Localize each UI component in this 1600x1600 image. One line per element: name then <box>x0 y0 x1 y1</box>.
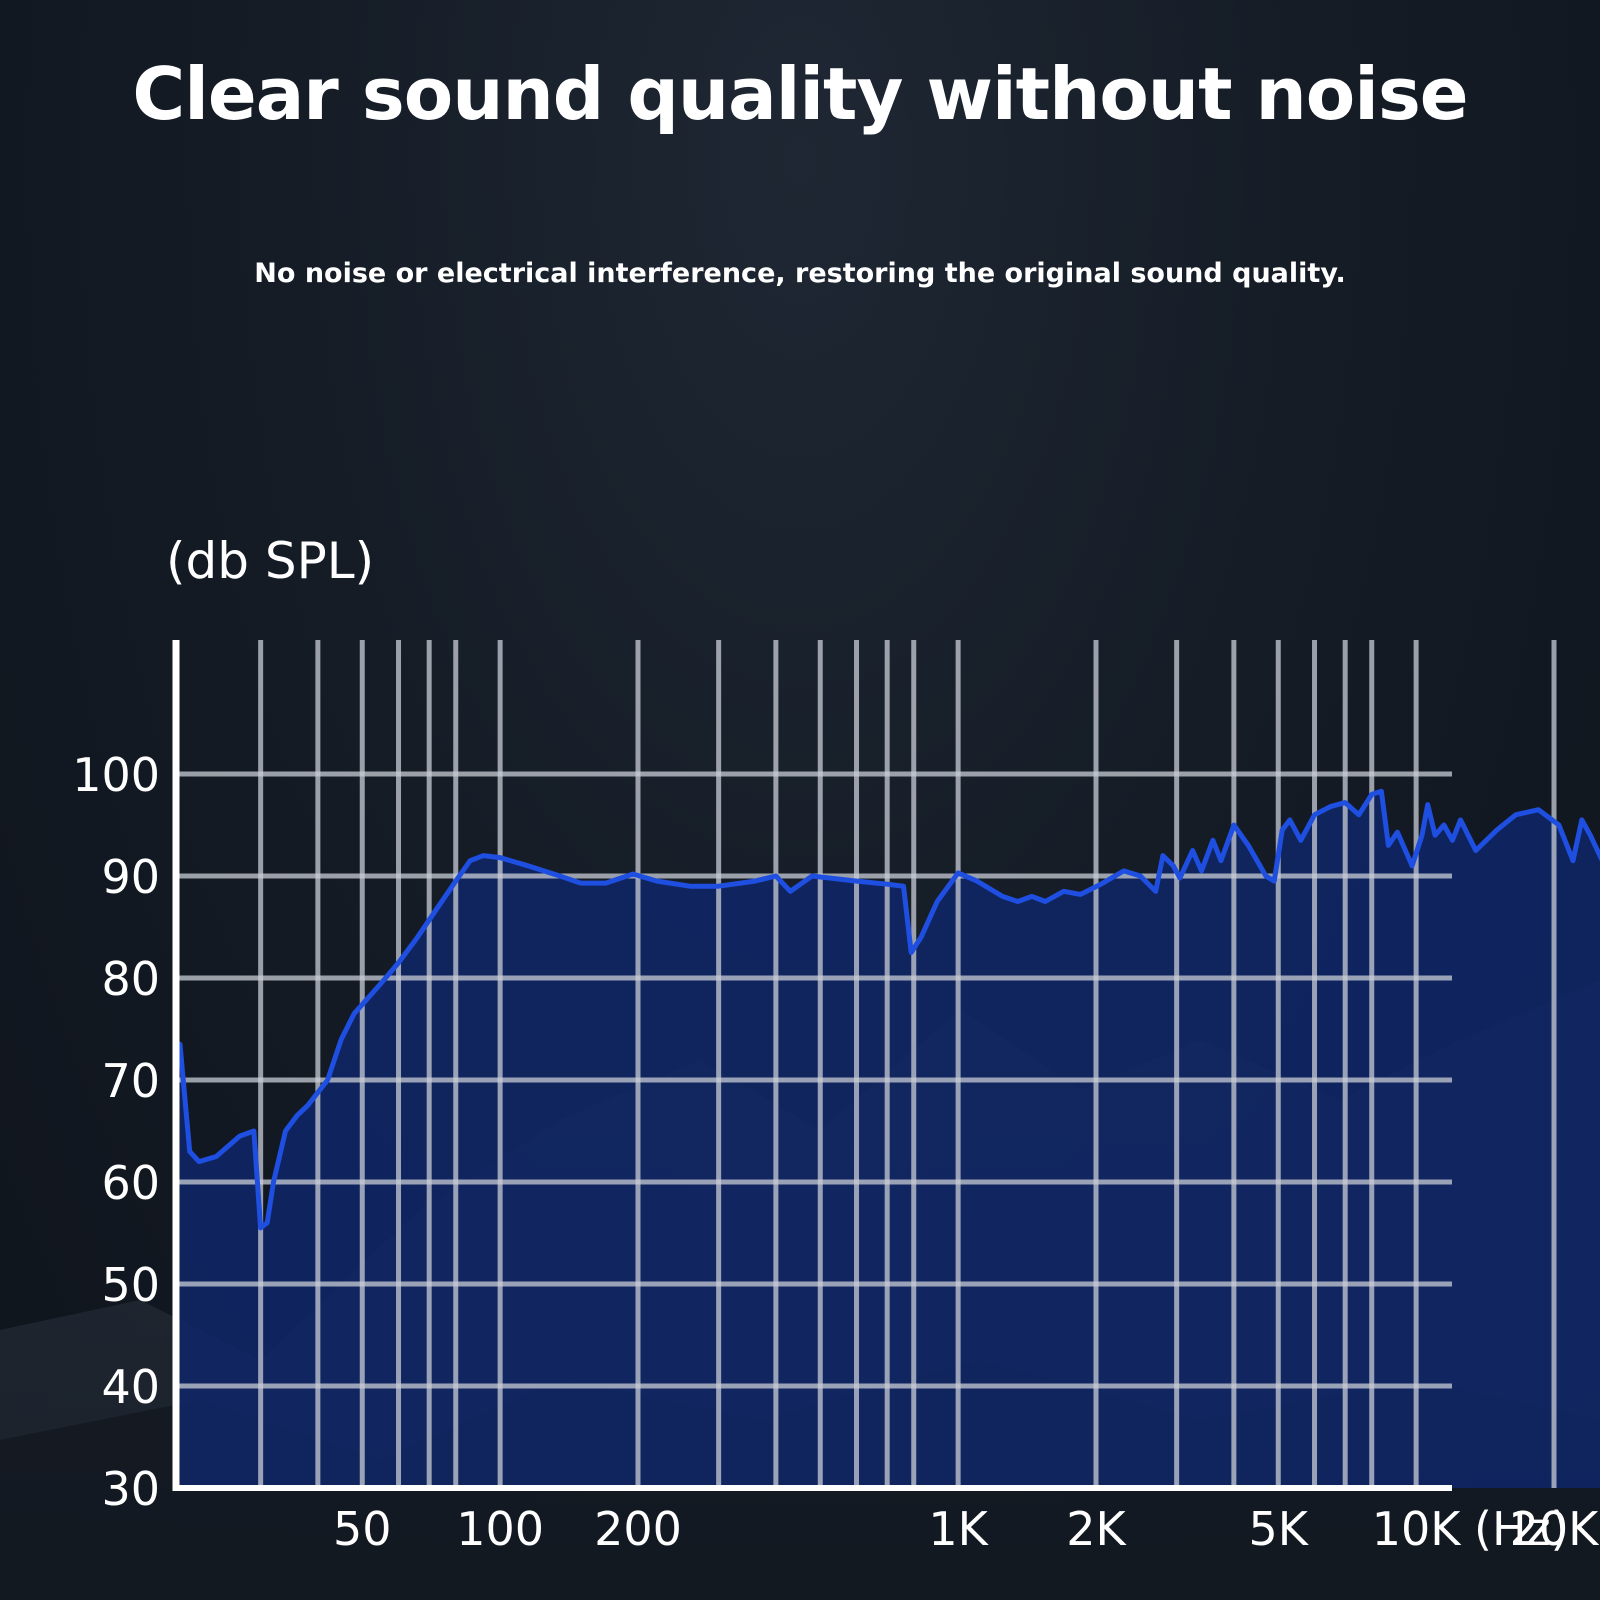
page-subtitle: No noise or electrical interference, res… <box>254 258 1346 289</box>
y-tick-label: 30 <box>101 1462 160 1516</box>
series-line-layer <box>177 788 1600 1231</box>
page-title: Clear sound quality without noise <box>132 52 1468 136</box>
x-axis-label: (Hz) <box>1474 1502 1569 1556</box>
series-line <box>177 788 1600 1231</box>
y-tick-label: 80 <box>101 952 160 1006</box>
y-tick-label: 90 <box>101 850 160 904</box>
area-fill-layer <box>180 791 1600 1488</box>
y-tick-label: 60 <box>101 1156 160 1210</box>
tick-label-layer: 30 40 50 60 70 80 90 100 50 100 200 1K 2K 5K 10K 20K(Hz… <box>72 532 1600 1556</box>
y-tick-label: 40 <box>101 1360 160 1414</box>
horizontal-grid-layer <box>176 771 1452 1389</box>
x-tick-label: 50 <box>333 1502 392 1556</box>
area-fill <box>180 791 1600 1488</box>
x-tick-label: 10K <box>1372 1502 1463 1556</box>
x-tick-label: 5K <box>1249 1502 1310 1556</box>
y-axis-label: (db SPL) <box>166 532 374 590</box>
y-tick-label: 70 <box>101 1054 160 1108</box>
x-tick-label: 1K <box>928 1502 989 1556</box>
y-tick-label: 100 <box>72 748 160 802</box>
vertical-grid-layer <box>258 640 1557 1488</box>
x-tick-label: 20K <box>1510 1502 1600 1556</box>
y-tick-label: 50 <box>101 1258 160 1312</box>
x-tick-label: 2K <box>1066 1502 1127 1556</box>
axis-layer <box>172 640 1452 1491</box>
x-tick-label: 200 <box>594 1502 682 1556</box>
x-tick-label: 100 <box>456 1502 544 1556</box>
